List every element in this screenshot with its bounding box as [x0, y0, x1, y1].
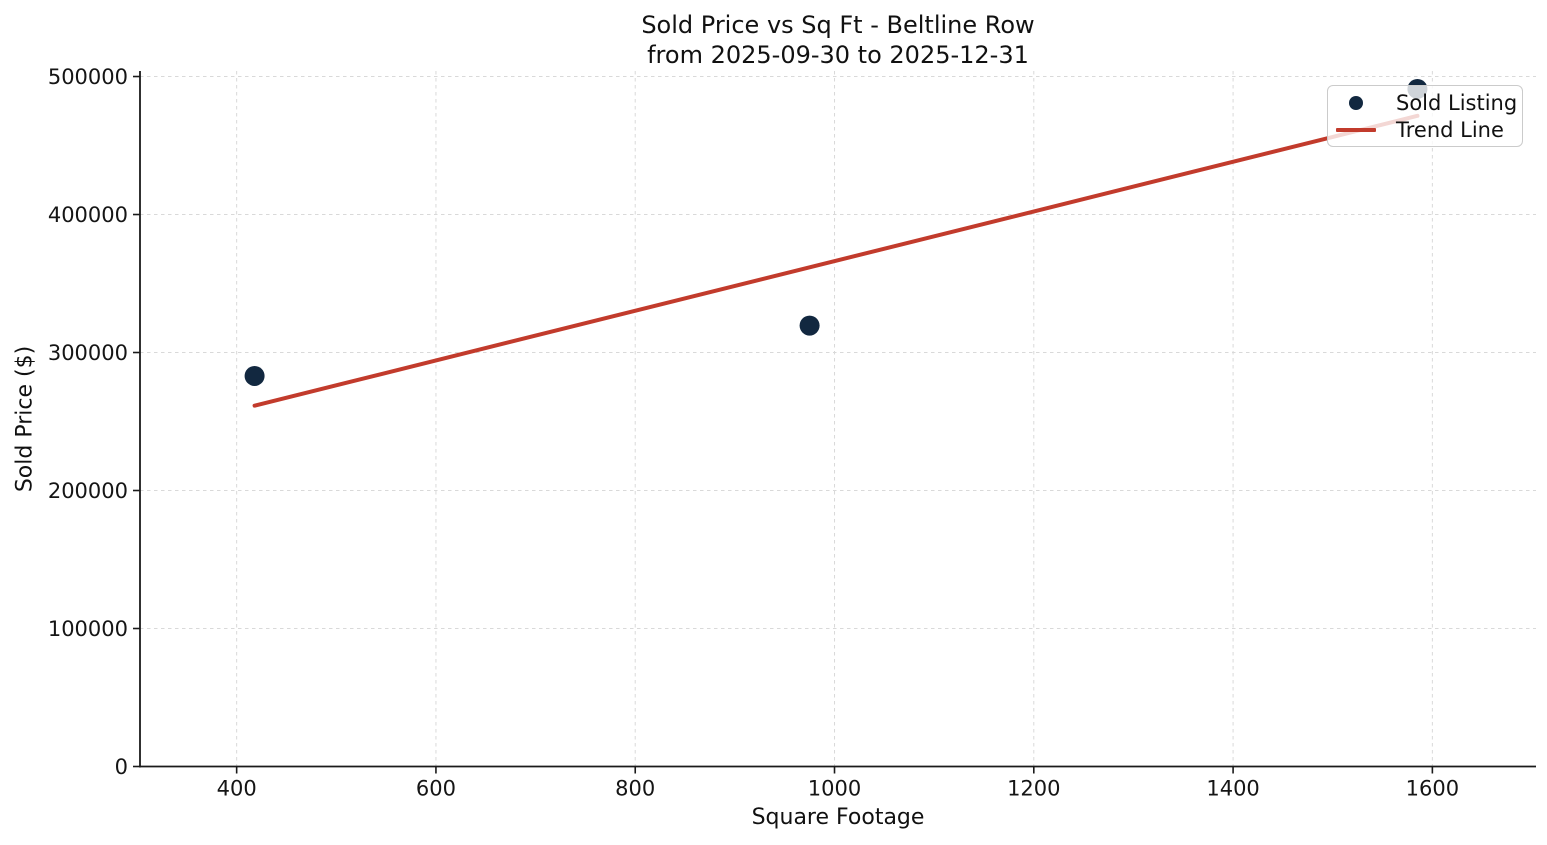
scatter-series — [244, 78, 1428, 386]
x-tick-label: 1400 — [1206, 777, 1259, 801]
y-tick-label: 500000 — [48, 65, 128, 89]
legend-item-trend-line: Trend Line — [1336, 116, 1512, 143]
legend-handle — [1336, 95, 1376, 110]
legend-label-trend-line: Trend Line — [1396, 117, 1504, 142]
scatter-point — [244, 365, 265, 386]
x-tick-label: 600 — [416, 777, 456, 801]
x-tick-label: 1200 — [1007, 777, 1060, 801]
legend-item-sold-listing: Sold Listing — [1336, 89, 1517, 116]
y-tick-label: 100000 — [48, 617, 128, 641]
x-tick-label: 1600 — [1406, 777, 1459, 801]
legend-handle — [1336, 127, 1376, 132]
scatter-point — [799, 315, 820, 336]
chart-title-line1: Sold Price vs Sq Ft - Beltline Row — [641, 11, 1035, 39]
scatter-marker-icon — [1349, 95, 1363, 110]
chart-title-line2: from 2025-09-30 to 2025-12-31 — [647, 41, 1029, 69]
chart-title: Sold Price vs Sq Ft - Beltline Row from … — [140, 10, 1536, 70]
gridlines — [140, 71, 1536, 767]
x-tick-label: 1000 — [808, 777, 861, 801]
tick-marks — [133, 75, 1434, 774]
trend-line — [252, 113, 1420, 408]
y-axis-label: Sold Price ($) — [12, 345, 38, 493]
x-axis-label: Square Footage — [751, 805, 925, 830]
x-tick-label: 800 — [615, 777, 655, 801]
legend: Sold Listing Trend Line — [1327, 85, 1523, 147]
legend-label-sold-listing: Sold Listing — [1396, 90, 1518, 115]
tick-labels: 400 600 800 1000 1200 1400 1600 0 100000 200000 30… — [48, 65, 1459, 800]
trend-line-marker-icon — [1336, 127, 1376, 132]
y-tick-label: 400000 — [48, 203, 128, 227]
y-tick-label: 200000 — [48, 479, 128, 503]
x-tick-label: 400 — [217, 777, 257, 801]
y-tick-label: 300000 — [48, 341, 128, 365]
y-tick-label: 0 — [115, 755, 128, 779]
